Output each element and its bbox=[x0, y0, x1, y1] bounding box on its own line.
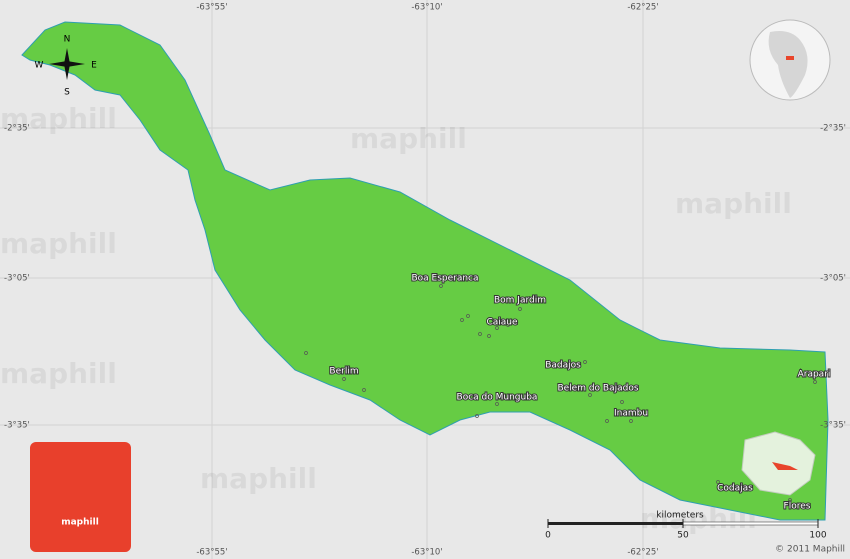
place-dot bbox=[629, 419, 633, 423]
latitude-label: -3°35' bbox=[820, 421, 846, 431]
place-dot bbox=[495, 402, 499, 406]
scale-tick-label: 0 bbox=[545, 531, 551, 541]
place-label: Badajos bbox=[545, 361, 581, 371]
watermark: maphill bbox=[350, 122, 467, 155]
compass-needle bbox=[49, 61, 85, 67]
longitude-label: -62°25' bbox=[627, 548, 658, 558]
place-dot bbox=[716, 480, 720, 484]
place-label: Caiaue bbox=[486, 318, 518, 328]
compass-n: N bbox=[64, 35, 71, 45]
place-dot bbox=[788, 498, 792, 502]
logo: maphill bbox=[30, 442, 131, 552]
latitude-label: -2°35' bbox=[4, 124, 30, 134]
watermarks: maphill maphill maphill maphill maphill maphi… bbox=[0, 102, 792, 535]
watermark: maphill bbox=[0, 227, 117, 260]
place-dot bbox=[495, 326, 499, 330]
place-dot bbox=[605, 419, 609, 423]
copyright: © 2011 Maphill bbox=[775, 545, 845, 555]
watermark: maphill bbox=[200, 462, 317, 495]
longitude-label: -63°55' bbox=[196, 3, 227, 13]
place-dot bbox=[588, 393, 592, 397]
longitude-label: -62°25' bbox=[627, 3, 658, 13]
latitude-label: -3°05' bbox=[820, 274, 846, 284]
latitude-label: -2°35' bbox=[820, 124, 846, 134]
place-label: Belem do Bajados bbox=[557, 384, 638, 394]
region bbox=[21, 21, 829, 521]
place-dot bbox=[439, 284, 443, 288]
state-marker bbox=[772, 462, 798, 470]
place-label: Bom Jardim bbox=[494, 296, 546, 306]
logo-box bbox=[30, 442, 131, 552]
compass-e: E bbox=[91, 61, 97, 71]
place-dot bbox=[304, 351, 308, 355]
latitude-label: -3°35' bbox=[4, 421, 30, 431]
place-label: Boa Esperanca bbox=[411, 274, 478, 284]
place-label: Berlim bbox=[329, 367, 358, 377]
place-dot bbox=[460, 318, 464, 322]
scale-tick-label: 50 bbox=[677, 531, 689, 541]
place-dot bbox=[362, 388, 366, 392]
locator-globe bbox=[749, 19, 831, 101]
watermark: maphill bbox=[0, 102, 117, 135]
places: Boa Esperanca Bom Jardim Caiaue Berlim Badaj… bbox=[304, 273, 831, 513]
place-dot bbox=[487, 334, 491, 338]
place-dot bbox=[475, 414, 479, 418]
place-dot bbox=[813, 380, 817, 384]
longitude-label: -63°10' bbox=[411, 3, 442, 13]
continent bbox=[768, 31, 808, 98]
locator-state bbox=[741, 431, 816, 496]
watermark: maphill bbox=[675, 187, 792, 220]
compass-w: W bbox=[35, 61, 44, 71]
place-dot bbox=[518, 307, 522, 311]
longitude-label: -63°55' bbox=[196, 548, 227, 558]
compass-s: S bbox=[64, 88, 70, 98]
place-dot bbox=[620, 400, 624, 404]
scale-unit: kilometers bbox=[656, 511, 704, 521]
longitude-label: -63°10' bbox=[411, 548, 442, 558]
globe-marker bbox=[786, 56, 794, 60]
place-dot bbox=[583, 360, 587, 364]
watermark: maphill bbox=[0, 357, 117, 390]
place-label: Boca do Munguba bbox=[457, 393, 538, 403]
latitude-label: -3°05' bbox=[4, 274, 30, 284]
scale-tick-label: 100 bbox=[809, 531, 826, 541]
place-dot bbox=[342, 377, 346, 381]
place-dot bbox=[478, 332, 482, 336]
logo-text: maphill bbox=[61, 518, 99, 528]
place-label: Arapari bbox=[798, 370, 831, 380]
place-label: Codajas bbox=[717, 484, 753, 494]
scale-bar-segment bbox=[682, 521, 819, 526]
place-label: Inambu bbox=[614, 409, 648, 419]
compass: N S E W bbox=[35, 35, 98, 98]
place-label: Flores bbox=[784, 502, 811, 512]
place-dot bbox=[466, 314, 470, 318]
place-dot bbox=[506, 323, 510, 327]
